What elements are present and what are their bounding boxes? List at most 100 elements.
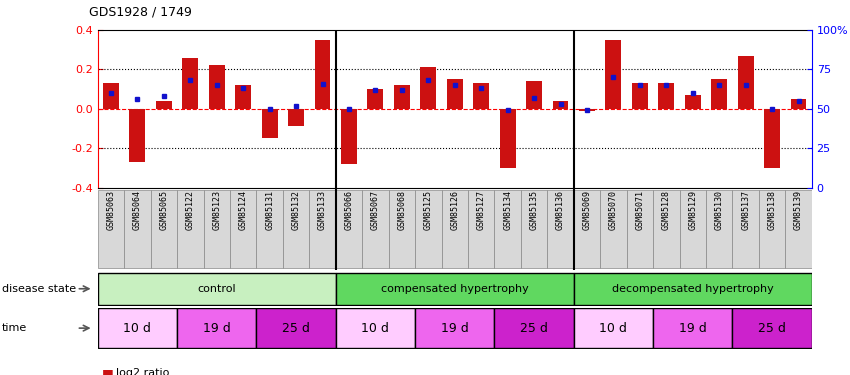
Text: disease state: disease state — [2, 284, 76, 294]
Bar — [341, 109, 357, 164]
Bar — [336, 273, 574, 305]
Text: ■: ■ — [102, 367, 114, 375]
Bar — [632, 83, 648, 109]
Text: GSM85124: GSM85124 — [239, 190, 247, 230]
Text: GSM85069: GSM85069 — [582, 190, 592, 230]
Bar — [473, 83, 489, 109]
Bar — [415, 190, 441, 268]
Bar — [283, 190, 309, 268]
Bar — [790, 99, 807, 109]
Text: 25 d: 25 d — [520, 322, 548, 334]
Bar — [177, 190, 203, 268]
Bar — [552, 101, 569, 109]
Bar — [733, 190, 759, 268]
Bar — [156, 101, 172, 109]
Bar — [764, 109, 780, 168]
Text: GSM85129: GSM85129 — [688, 190, 697, 230]
Bar — [203, 190, 230, 268]
Bar — [547, 190, 574, 268]
Bar — [526, 81, 542, 109]
Text: GSM85136: GSM85136 — [556, 190, 565, 230]
Bar — [679, 190, 706, 268]
Bar — [600, 190, 626, 268]
Text: GSM85139: GSM85139 — [794, 190, 803, 230]
Bar — [230, 190, 257, 268]
Bar — [468, 190, 495, 268]
Text: GSM85065: GSM85065 — [159, 190, 168, 230]
Bar — [574, 308, 653, 348]
Text: GSM85068: GSM85068 — [397, 190, 406, 230]
Text: GSM85126: GSM85126 — [450, 190, 459, 230]
Bar — [129, 109, 145, 162]
Bar — [183, 58, 198, 109]
Text: 10 d: 10 d — [361, 322, 389, 334]
Text: GSM85064: GSM85064 — [133, 190, 142, 230]
Bar — [209, 65, 224, 109]
Bar — [103, 83, 119, 109]
Text: 25 d: 25 d — [282, 322, 310, 334]
Text: GSM85063: GSM85063 — [106, 190, 116, 230]
Bar — [150, 190, 177, 268]
Text: 19 d: 19 d — [679, 322, 706, 334]
Text: GSM85130: GSM85130 — [715, 190, 723, 230]
Bar — [98, 190, 124, 268]
Bar — [362, 190, 388, 268]
Bar — [394, 85, 410, 109]
Text: GSM85067: GSM85067 — [371, 190, 380, 230]
Text: GSM85138: GSM85138 — [768, 190, 777, 230]
Bar — [574, 273, 812, 305]
Bar — [98, 308, 177, 348]
Bar — [579, 109, 595, 111]
Bar — [336, 190, 362, 268]
Text: 19 d: 19 d — [441, 322, 468, 334]
Bar — [495, 190, 521, 268]
Text: GSM85066: GSM85066 — [344, 190, 354, 230]
Bar — [653, 190, 679, 268]
Text: GSM85123: GSM85123 — [212, 190, 221, 230]
Bar — [441, 190, 468, 268]
Text: GSM85071: GSM85071 — [635, 190, 644, 230]
Text: control: control — [197, 284, 236, 294]
Text: GDS1928 / 1749: GDS1928 / 1749 — [89, 6, 192, 19]
Text: GSM85137: GSM85137 — [741, 190, 751, 230]
Text: time: time — [2, 323, 27, 333]
Bar — [124, 190, 150, 268]
Text: decompensated hypertrophy: decompensated hypertrophy — [612, 284, 774, 294]
Bar — [314, 40, 331, 109]
Bar — [262, 109, 278, 138]
Bar — [447, 79, 462, 109]
Text: GSM85122: GSM85122 — [186, 190, 195, 230]
Bar — [257, 190, 283, 268]
Bar — [235, 85, 251, 109]
Text: GSM85128: GSM85128 — [662, 190, 671, 230]
Bar — [500, 109, 516, 168]
Bar — [309, 190, 336, 268]
Bar — [288, 109, 304, 126]
Bar — [336, 308, 415, 348]
Text: GSM85127: GSM85127 — [477, 190, 485, 230]
Bar — [367, 89, 383, 109]
Text: GSM85132: GSM85132 — [292, 190, 301, 230]
Text: GSM85134: GSM85134 — [503, 190, 513, 230]
Bar — [759, 190, 785, 268]
Text: GSM85133: GSM85133 — [318, 190, 327, 230]
Text: GSM85131: GSM85131 — [265, 190, 275, 230]
Bar — [653, 308, 733, 348]
Bar — [626, 190, 653, 268]
Bar — [738, 56, 754, 109]
Bar — [495, 308, 574, 348]
Bar — [177, 308, 257, 348]
Text: GSM85125: GSM85125 — [424, 190, 433, 230]
Bar — [605, 40, 621, 109]
Bar — [711, 79, 727, 109]
Text: 10 d: 10 d — [599, 322, 627, 334]
Bar — [659, 83, 674, 109]
Text: log2 ratio: log2 ratio — [116, 368, 170, 375]
Bar — [257, 308, 336, 348]
Bar — [98, 273, 336, 305]
Bar — [421, 68, 436, 109]
Bar — [388, 190, 415, 268]
Text: 10 d: 10 d — [123, 322, 151, 334]
Text: 25 d: 25 d — [758, 322, 786, 334]
Bar — [574, 190, 600, 268]
